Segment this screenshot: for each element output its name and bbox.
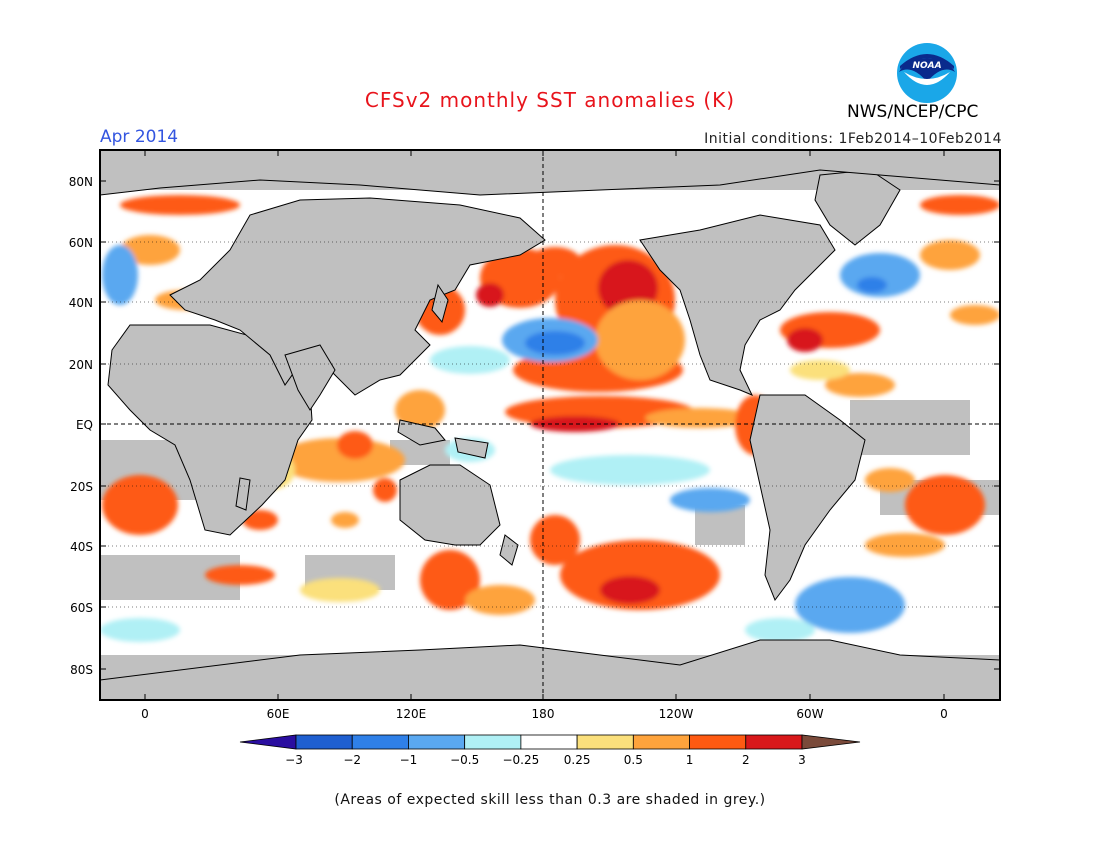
colorbar-tick-label: −3: [285, 753, 303, 767]
colorbar-tick-label: 2: [742, 753, 750, 767]
lat-label: EQ: [76, 418, 93, 432]
lat-label: 80N: [69, 175, 93, 189]
south-america: [749, 394, 866, 602]
noaa-logo-text: NOAA: [912, 61, 941, 71]
lon-label: 0: [940, 707, 948, 721]
forecast-month: Apr 2014: [100, 127, 179, 147]
colorbar-bin: [632, 734, 690, 750]
new-zealand: [499, 534, 519, 566]
lat-label: 40N: [69, 296, 93, 310]
colorbar-bin: [689, 734, 747, 750]
colorbar-under-triangle: [239, 734, 297, 750]
lon-label: 60W: [796, 707, 823, 721]
lon-label: 0: [141, 707, 149, 721]
initial-conditions: Initial conditions: 1Feb2014–10Feb2014: [704, 131, 1002, 147]
colorbar-tick-label: −0.25: [502, 753, 539, 767]
colorbar: −3 −2 −1 −0.5 −0.25 0.25 0.5 1 2 3: [239, 734, 861, 767]
lat-label: 40S: [70, 540, 93, 554]
colorbar-tick-label: 1: [686, 753, 694, 767]
noaa-logo: NOAA: [897, 43, 957, 103]
japan: [431, 283, 449, 324]
colorbar-bin: [351, 734, 409, 750]
skill-footnote: (Areas of expected skill less than 0.3 a…: [334, 792, 766, 808]
colorbar-tick-label: 0.25: [564, 753, 591, 767]
lon-label: 120W: [659, 707, 694, 721]
chart-title: CFSv2 monthly SST anomalies (K): [364, 88, 736, 112]
new-guinea: [454, 437, 489, 459]
madagascar: [235, 477, 251, 511]
colorbar-bin: [408, 734, 466, 750]
colorbar-bin: [745, 734, 803, 750]
colorbar-bin: [295, 734, 353, 750]
continent-outlines: [100, 150, 1000, 700]
latitude-axis: 80N 60N 40N 20N EQ 20S 40S 60S 80S: [69, 175, 1000, 677]
india: [284, 344, 336, 411]
indonesia: [397, 419, 446, 446]
europe-asia: [169, 197, 546, 396]
lat-label: 20S: [70, 480, 93, 494]
lon-label: 120E: [396, 707, 427, 721]
antarctica: [100, 639, 1000, 700]
lat-label: 80S: [70, 663, 93, 677]
colorbar-tick-label: −2: [343, 753, 361, 767]
australia: [399, 464, 501, 546]
colorbar-tick-label: 3: [798, 753, 806, 767]
agency-label: NWS/NCEP/CPC: [847, 102, 979, 122]
longitude-axis: 0 60E 120E 180 120W 60W 0: [141, 150, 948, 721]
plot-frame: [99, 149, 1001, 701]
colorbar-bin: [520, 734, 578, 750]
lat-label: 20N: [69, 358, 93, 372]
lat-label: 60N: [69, 236, 93, 250]
colorbar-tick-label: 0.5: [624, 753, 643, 767]
lon-label: 60E: [267, 707, 290, 721]
colorbar-tick-label: −0.5: [450, 753, 479, 767]
lon-label: 180: [532, 707, 555, 721]
colorbar-over-triangle: [801, 734, 861, 750]
colorbar-bin: [576, 734, 634, 750]
arctic-land: [100, 150, 1000, 196]
colorbar-bin: [464, 734, 522, 750]
colorbar-tick-label: −1: [400, 753, 418, 767]
lat-label: 60S: [70, 601, 93, 615]
north-america: [639, 214, 836, 396]
